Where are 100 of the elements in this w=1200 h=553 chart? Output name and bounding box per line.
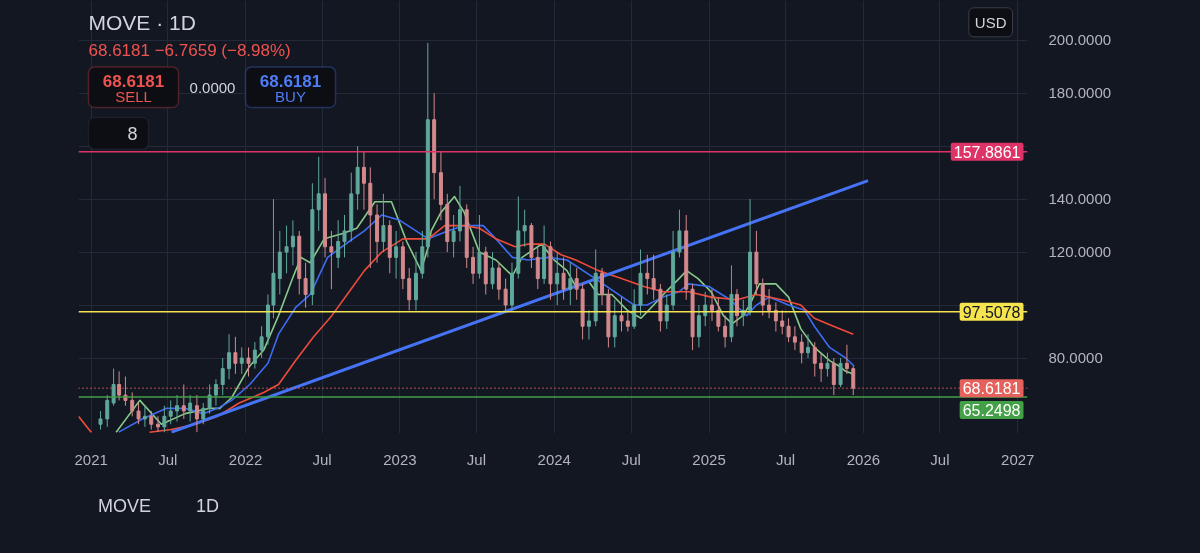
candlestick <box>851 365 856 396</box>
candlestick <box>201 402 206 425</box>
candlestick <box>568 262 573 306</box>
x-tick-label: 2021 <box>74 450 108 468</box>
candlestick <box>457 185 462 242</box>
candlestick <box>342 214 347 258</box>
candlestick <box>632 288 637 330</box>
candlestick <box>825 352 830 378</box>
candlestick <box>819 352 824 383</box>
text: MOVE <box>98 495 152 518</box>
candlestick <box>471 246 476 285</box>
x-tick-label: 2022 <box>228 450 263 468</box>
candlestick <box>496 262 501 301</box>
candlestick <box>645 254 650 295</box>
candlestick <box>252 341 257 370</box>
x-tick-label: Jul <box>621 450 641 468</box>
annotation: 0.0000 <box>189 78 236 96</box>
x-tick-label: Jul <box>930 450 950 468</box>
candlestick <box>227 333 232 380</box>
candlestick <box>451 214 456 258</box>
candlestick <box>407 267 412 311</box>
ref-line-label: 157.8861 <box>953 143 1021 161</box>
annotation: USD <box>974 13 1007 31</box>
candlestick <box>361 150 366 211</box>
candlestick <box>117 370 122 401</box>
candlestick <box>786 317 791 343</box>
candlestick <box>723 315 728 348</box>
annotation: 8 <box>127 123 138 144</box>
candlestick <box>130 391 135 417</box>
candlestick <box>175 394 180 423</box>
ref-line-label: 68.6181 <box>962 380 1021 398</box>
candlestick <box>394 230 399 280</box>
y-tick-label: 180.0000 <box>1048 84 1112 102</box>
candlestick <box>316 156 321 232</box>
candlestick <box>168 399 173 425</box>
candlestick <box>586 309 591 340</box>
candlestick <box>522 209 527 248</box>
candlestick <box>561 256 566 301</box>
candlestick <box>220 357 225 396</box>
annotation: 68.6181 <box>259 71 322 91</box>
candlestick <box>111 368 116 407</box>
candlestick <box>574 267 579 301</box>
candlestick <box>664 293 669 330</box>
candlestick <box>651 254 656 301</box>
candlestick <box>290 219 295 266</box>
candlestick <box>806 333 810 359</box>
x-tick-label: 2027 <box>1001 450 1035 468</box>
x-tick-label: Jul <box>776 450 796 468</box>
candlestick <box>142 405 147 428</box>
candlestick <box>838 357 843 388</box>
candlestick <box>259 325 264 359</box>
candlestick <box>696 304 701 348</box>
candlestick <box>619 296 624 333</box>
candlestick <box>812 341 817 378</box>
candlestick <box>799 333 804 364</box>
candlestick <box>381 193 386 253</box>
candlestick <box>844 344 849 375</box>
x-tick-label: 2024 <box>537 450 571 468</box>
x-tick-label: Jul <box>312 450 332 468</box>
annotation: 68.6181 <box>102 71 165 91</box>
candlestick <box>207 384 212 415</box>
annotation: BUY <box>275 88 306 106</box>
candlestick <box>535 246 540 290</box>
candlestick <box>156 415 160 433</box>
annotation: SELL <box>115 88 152 106</box>
candlestick <box>780 309 785 335</box>
candlestick <box>831 357 836 396</box>
y-tick-label: 140.0000 <box>1048 190 1112 208</box>
candlestick <box>760 278 765 317</box>
text: 68.6181 −6.7659 (−8.98%) <box>88 40 291 60</box>
candlestick <box>703 291 708 327</box>
candlestick <box>625 309 630 333</box>
candlestick <box>555 251 560 306</box>
x-tick-label: Jul <box>158 450 178 468</box>
candlestick <box>213 378 218 407</box>
text: MOVE · 1D <box>88 10 196 34</box>
y-tick-label: 200.0000 <box>1048 31 1112 49</box>
x-tick-label: 2025 <box>692 450 726 468</box>
ref-line-label: 97.5078 <box>962 303 1021 321</box>
candlestick <box>188 394 193 423</box>
candlestick <box>600 267 605 306</box>
candlestick <box>336 219 341 269</box>
candlestick <box>490 251 495 290</box>
x-tick-label: 2026 <box>846 450 881 468</box>
candlestick <box>284 225 289 274</box>
candlestick <box>767 288 772 319</box>
x-tick-label: 2023 <box>383 450 417 468</box>
candlestick <box>149 410 154 431</box>
candlestick <box>716 296 721 333</box>
candlestick <box>136 402 141 425</box>
candlestick <box>162 405 167 433</box>
x-tick-label: Jul <box>466 450 487 468</box>
candlestick <box>773 301 778 333</box>
y-tick-label: 80.0000 <box>1048 349 1103 367</box>
candlestick <box>194 394 199 433</box>
candlestick <box>792 325 797 351</box>
candlestick <box>710 288 714 322</box>
candlestick <box>105 394 110 428</box>
candlestick <box>477 214 482 280</box>
candlestick <box>98 410 103 431</box>
